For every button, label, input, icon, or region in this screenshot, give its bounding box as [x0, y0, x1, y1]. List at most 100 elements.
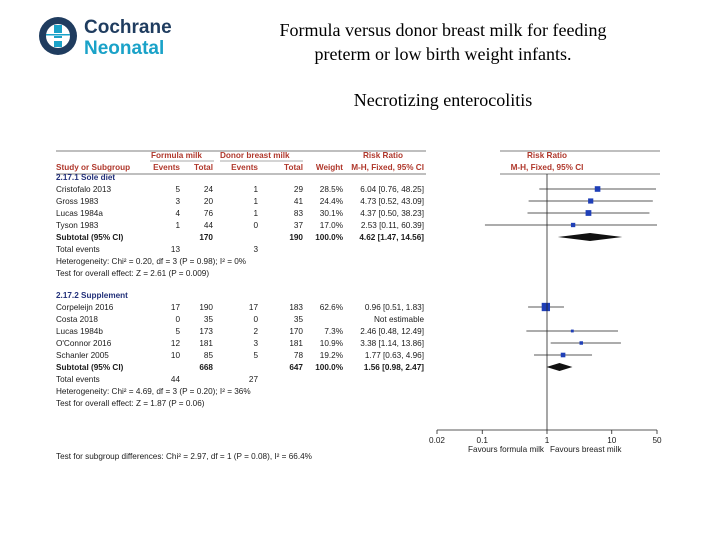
col-donor-total: Total — [284, 163, 303, 172]
total-events-label: Total events — [56, 245, 100, 254]
study-marker — [579, 341, 583, 345]
plot-header: Risk Ratio — [527, 151, 567, 160]
col-weight: Weight — [316, 163, 343, 172]
outcome-title: Necrotizing enterocolitis — [353, 90, 533, 110]
donor-events: 2 — [253, 327, 258, 336]
donor-events: 0 — [253, 315, 258, 324]
donor-total: 83 — [294, 209, 304, 218]
donor-total: 183 — [289, 303, 303, 312]
study-name: Cristofalo 2013 — [56, 185, 112, 194]
total-events-donor: 3 — [253, 245, 258, 254]
subtotal-diamond — [546, 363, 573, 371]
subtotal-diamond — [557, 233, 623, 241]
slide-title: Formula versus donor breast milk for fee… — [279, 20, 607, 64]
logo-line — [50, 38, 66, 41]
study-weight: 10.9% — [320, 339, 343, 348]
subtotal-label: Subtotal (95% CI) — [56, 363, 124, 372]
study-marker — [585, 210, 592, 216]
subtotal-label: Subtotal (95% CI) — [56, 233, 124, 242]
formula-total: 173 — [199, 327, 213, 336]
cochrane-neonatal-logo: Cochrane Neonatal — [36, 12, 186, 62]
study-name: Lucas 1984a — [56, 209, 103, 218]
study-marker — [594, 186, 601, 192]
formula-total: 44 — [204, 221, 214, 230]
col-group-formula: Formula milk — [151, 151, 202, 160]
subtotal-ci: 1.56 [0.98, 2.47] — [364, 363, 424, 372]
donor-total: 181 — [289, 339, 303, 348]
formula-total: 35 — [204, 315, 214, 324]
donor-events: 5 — [253, 351, 258, 360]
col-group-donor: Donor breast milk — [220, 151, 290, 160]
formula-total: 76 — [204, 209, 214, 218]
formula-total: 190 — [199, 303, 213, 312]
formula-events: 17 — [171, 303, 181, 312]
donor-total: 29 — [294, 185, 304, 194]
col-ci: M-H, Fixed, 95% CI — [351, 163, 424, 172]
study-name: Corpeleijn 2016 — [56, 303, 114, 312]
donor-total: 37 — [294, 221, 304, 230]
study-ci: 1.77 [0.63, 4.96] — [365, 351, 424, 360]
study-weight: 28.5% — [320, 185, 343, 194]
logo-line — [46, 34, 70, 36]
total-events-label: Total events — [56, 375, 100, 384]
formula-events: 12 — [171, 339, 181, 348]
x-tick-label: 1 — [545, 436, 550, 445]
subgroup-difference-text: Test for subgroup differences: Chi² = 2.… — [56, 452, 312, 461]
study-name: Gross 1983 — [56, 197, 99, 206]
formula-events: 5 — [175, 327, 180, 336]
formula-total: 85 — [204, 351, 214, 360]
favours-left-label: Favours formula milk — [468, 445, 545, 454]
formula-events: 10 — [171, 351, 181, 360]
donor-events: 17 — [249, 303, 259, 312]
donor-events: 0 — [253, 221, 258, 230]
study-name: Costa 2018 — [56, 315, 98, 324]
formula-total: 181 — [199, 339, 213, 348]
donor-total: 170 — [289, 327, 303, 336]
cochrane-logo-mark: Cochrane Neonatal — [39, 17, 172, 59]
study-ci: 4.73 [0.52, 43.09] — [360, 197, 424, 206]
study-ci: 3.38 [1.14, 13.86] — [360, 339, 424, 348]
total-events-donor: 27 — [249, 375, 259, 384]
formula-events: 0 — [175, 315, 180, 324]
formula-events: 1 — [175, 221, 180, 230]
plot-sub: M-H, Fixed, 95% CI — [511, 163, 584, 172]
subgroup-heading: 2.17.1 Sole diet — [56, 173, 115, 182]
study-weight: 62.6% — [320, 303, 343, 312]
logo-line2: Neonatal — [84, 38, 164, 59]
donor-total: 41 — [294, 197, 304, 206]
study-ci: 2.53 [0.11, 60.39] — [361, 221, 424, 230]
col-formula-total: Total — [194, 163, 213, 172]
subtotal-weight: 100.0% — [315, 363, 343, 372]
study-ci: 4.37 [0.50, 38.23] — [360, 209, 424, 218]
formula-total: 20 — [204, 197, 214, 206]
subgroup-heading: 2.17.2 Supplement — [56, 291, 128, 300]
study-name: Schanler 2005 — [56, 351, 109, 360]
study-ci: 0.96 [0.51, 1.83] — [365, 303, 424, 312]
study-weight: 19.2% — [320, 351, 343, 360]
total-events-formula: 13 — [171, 245, 181, 254]
study-weight: 7.3% — [324, 327, 343, 336]
study-weight: 17.0% — [320, 221, 343, 230]
formula-events: 4 — [175, 209, 180, 218]
donor-events: 1 — [253, 197, 258, 206]
overall-effect-text: Test for overall effect: Z = 1.87 (P = 0… — [56, 399, 205, 408]
study-ci: 2.46 [0.48, 12.49] — [360, 327, 424, 336]
total-events-formula: 44 — [171, 375, 181, 384]
subtotal-formula-total: 668 — [199, 363, 213, 372]
col-formula-events: Events — [153, 163, 180, 172]
study-ci: 6.04 [0.76, 48.25] — [360, 185, 424, 194]
col-study: Study or Subgroup — [56, 163, 130, 172]
donor-events: 1 — [253, 209, 258, 218]
donor-total: 35 — [294, 315, 304, 324]
formula-events: 3 — [175, 197, 180, 206]
study-name: O'Connor 2016 — [56, 339, 112, 348]
formula-total: 24 — [204, 185, 214, 194]
subtotal-donor-total: 647 — [289, 363, 303, 372]
col-rr-header: Risk Ratio — [363, 151, 403, 160]
donor-events: 3 — [253, 339, 258, 348]
favours-right-label: Favours breast milk — [550, 445, 622, 454]
study-ci: Not estimable — [374, 315, 425, 324]
study-weight: 30.1% — [320, 209, 343, 218]
x-tick-label: 0.02 — [429, 436, 445, 445]
study-marker — [560, 352, 566, 358]
